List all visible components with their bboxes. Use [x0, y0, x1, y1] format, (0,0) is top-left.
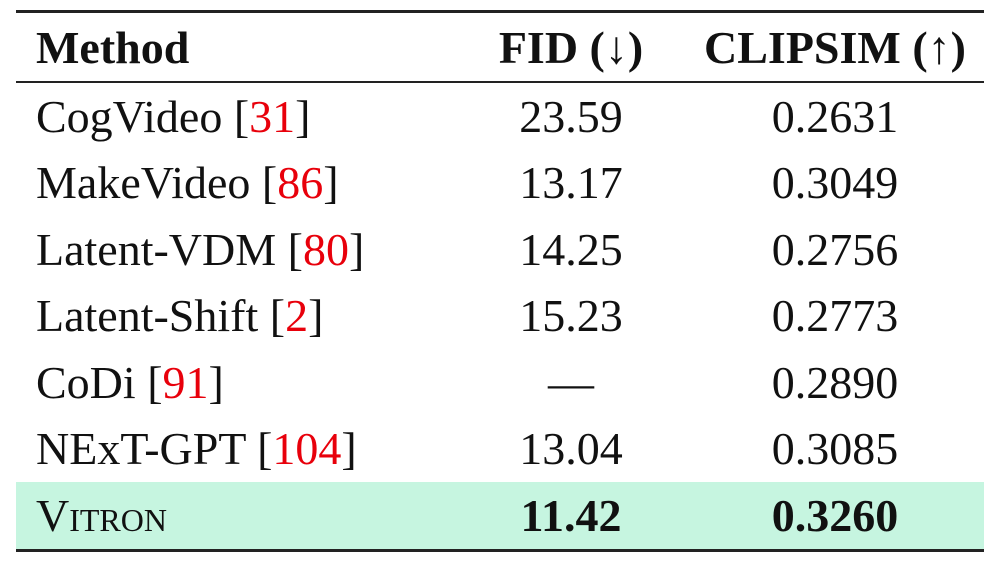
- table-body: CogVideo 31 23.59 0.2631 MakeVideo 86 13.17 0…: [16, 82, 984, 550]
- method-name: NExT-GPT: [36, 423, 246, 475]
- fid-cell: 23.59: [519, 90, 623, 142]
- method-cell: MakeVideo 86: [16, 150, 456, 217]
- table-row: CoDi 91 — 0.2890: [16, 349, 984, 416]
- method-name: MakeVideo: [36, 157, 251, 209]
- clipsim-cell: 0.2631: [771, 90, 899, 142]
- table-row: Latent-Shift 2 15.23 0.2773: [16, 283, 984, 350]
- citation: 91: [147, 357, 224, 408]
- header-cell: CLIPSIM (↑): [704, 21, 966, 73]
- citation: 31: [234, 91, 311, 142]
- method-cell: CogVideo 31: [16, 82, 456, 150]
- table-row: MakeVideo 86 13.17 0.3049: [16, 150, 984, 217]
- fid-cell: —: [548, 356, 594, 408]
- clipsim-cell: 0.3260: [686, 482, 984, 550]
- citation: 86: [262, 157, 339, 208]
- method-cell: Vitron: [16, 482, 456, 550]
- fid-cell: 13.17: [519, 157, 623, 209]
- table-row: NExT-GPT 104 13.04 0.3085: [16, 416, 984, 483]
- citation: 104: [257, 423, 357, 474]
- clipsim-cell: 0.2890: [771, 356, 899, 408]
- fid-cell: 14.25: [519, 223, 623, 275]
- method-name: Vitron: [36, 489, 167, 541]
- clipsim-cell: 0.2773: [771, 290, 899, 342]
- table-header: Method FID (↓) CLIPSIM (↑): [16, 11, 984, 82]
- clipsim-cell: 0.3085: [771, 423, 899, 475]
- header-row: Method FID (↓) CLIPSIM (↑): [16, 11, 984, 82]
- citation: 80: [288, 224, 365, 275]
- table-row: Vitron 11.42 0.3260: [16, 482, 984, 550]
- fid-cell: 13.04: [519, 423, 623, 475]
- header-cell: Method: [36, 21, 190, 73]
- fid-cell: 15.23: [519, 290, 623, 342]
- clipsim-cell: 0.3049: [771, 157, 899, 209]
- table-row: Latent-VDM 80 14.25 0.2756: [16, 216, 984, 283]
- method-cell: CoDi 91: [16, 349, 456, 416]
- method-cell: Latent-Shift 2: [16, 283, 456, 350]
- method-name: CoDi: [36, 356, 136, 408]
- citation: 2: [270, 290, 324, 341]
- results-table: Method FID (↓) CLIPSIM (↑) CogVideo 3123…: [16, 10, 984, 552]
- method-cell: Latent-VDM 80: [16, 216, 456, 283]
- header-cell: FID (↓): [498, 21, 644, 73]
- clipsim-cell: 0.2756: [771, 223, 899, 275]
- fid-cell: 11.42: [456, 482, 686, 550]
- method-name: Latent-VDM: [36, 223, 277, 275]
- method-cell: NExT-GPT 104: [16, 416, 456, 483]
- table-row: CogVideo 31 23.59 0.2631: [16, 82, 984, 150]
- method-name: Latent-Shift: [36, 290, 259, 342]
- method-name: CogVideo: [36, 90, 223, 142]
